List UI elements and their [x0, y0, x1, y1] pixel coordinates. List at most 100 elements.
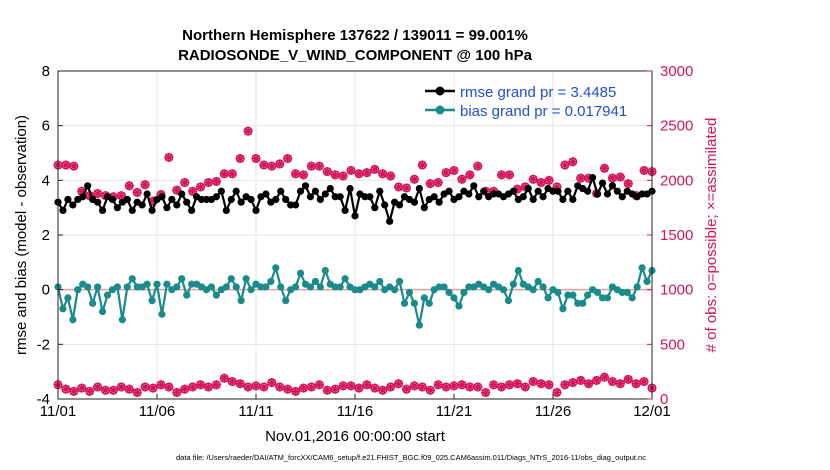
bias-point [633, 283, 641, 291]
bias-point [282, 297, 290, 305]
rmse-point [361, 193, 369, 201]
bias-point [296, 269, 305, 277]
obs-assimilated-bottom-marker [536, 379, 546, 389]
bias-point [118, 316, 126, 324]
bias-point [84, 283, 92, 291]
bias-point [262, 283, 270, 291]
obs-assimilated-bottom-marker [425, 385, 435, 395]
footnote: data file: /Users/raeder/DAI/ATM_forcXX/… [176, 453, 646, 462]
obs-assimilated-bottom-marker [259, 382, 269, 392]
bias-point [559, 305, 567, 313]
obs-assimilated-bottom-marker [275, 382, 285, 392]
bias-point [593, 288, 602, 296]
bias-point [391, 286, 399, 294]
obs-assimilated-marker [275, 159, 285, 169]
obs-assimilated-bottom-marker [164, 382, 174, 392]
bias-point [292, 283, 300, 291]
obs-assimilated-marker [164, 152, 174, 162]
bias-point [371, 283, 379, 291]
rmse-point [178, 190, 186, 198]
obs-assimilated-bottom-marker [116, 382, 126, 392]
rmse-point [188, 206, 196, 214]
rmse-point [316, 195, 324, 204]
obs-assimilated-marker [93, 188, 103, 198]
bias-point [272, 264, 280, 272]
obs-assimilated-marker [401, 183, 411, 193]
chart-title-line2: RADIOSONDE_V_WIND_COMPONENT @ 100 hPa [178, 47, 533, 64]
obs-assimilated-bottom-marker [417, 382, 427, 392]
rmse-point [371, 204, 379, 212]
obs-assimilated-bottom-marker [568, 378, 578, 388]
bias-point [74, 286, 82, 294]
bias-point [98, 307, 107, 316]
rmse-point [509, 187, 517, 195]
bias-point [158, 310, 166, 318]
rmse-point [336, 193, 344, 201]
rmse-point [593, 190, 602, 198]
rmse-point [480, 187, 488, 195]
obs-assimilated-bottom-marker [528, 377, 538, 387]
obs-assimilated-marker [346, 165, 356, 175]
bias-point [153, 280, 161, 288]
obs-assimilated-marker [536, 178, 546, 188]
obs-assimilated-marker [528, 174, 538, 184]
obs-assimilated-bottom-marker [132, 387, 142, 397]
obs-assimilated-marker [235, 153, 245, 163]
obs-assimilated-marker [196, 182, 206, 192]
obs-assimilated-bottom-marker [489, 380, 499, 390]
obs-assimilated-bottom-marker [599, 372, 609, 382]
obs-assimilated-bottom-marker [306, 382, 316, 392]
bias-point [133, 283, 141, 291]
y-left-tick-label: -4 [37, 391, 50, 408]
rmse-point [529, 195, 537, 204]
rmse-point [415, 184, 423, 193]
obs-assimilated-marker [267, 161, 277, 171]
obs-assimilated-marker [497, 170, 507, 180]
obs-assimilated-bottom-marker [101, 385, 111, 395]
bias-point [603, 294, 612, 302]
obs-assimilated-marker [243, 126, 253, 136]
y-right-tick-label: 1500 [660, 227, 693, 244]
rmse-point [158, 193, 166, 201]
y-left-tick-label: 6 [42, 118, 50, 135]
x-tick-label: 11/21 [436, 403, 472, 420]
bias-point [628, 294, 636, 302]
bias-point [574, 299, 582, 307]
rmse-point [262, 190, 270, 198]
obs-assimilated-marker [599, 163, 609, 173]
bias-point [351, 286, 359, 294]
obs-assimilated-bottom-marker [314, 380, 324, 390]
obs-assimilated-bottom-marker [512, 379, 522, 389]
rmse-point [183, 198, 191, 206]
bias-point [554, 288, 562, 296]
y-left-tick-label: 8 [42, 63, 50, 80]
rmse-point [227, 195, 235, 204]
obs-assimilated-bottom-marker [77, 383, 87, 393]
rmse-point [287, 201, 295, 209]
obs-assimilated-bottom-marker [401, 384, 411, 394]
rmse-point [232, 187, 240, 195]
obs-assimilated-marker [322, 167, 332, 177]
bias-point [336, 283, 344, 291]
bias-point [331, 283, 339, 291]
rmse-point [420, 204, 428, 212]
bias-point [316, 283, 324, 291]
obs-assimilated-bottom-marker [140, 382, 150, 392]
bias-point [148, 297, 156, 305]
obs-assimilated-marker [615, 172, 625, 182]
obs-assimilated-bottom-marker [108, 385, 118, 395]
rmse-point [539, 193, 547, 201]
bias-point [569, 291, 577, 299]
bias-point [143, 280, 151, 288]
bias-point [247, 286, 255, 294]
obs-assimilated-bottom-marker [552, 387, 562, 397]
obs-assimilated-bottom-marker [338, 381, 348, 391]
rmse-point [252, 206, 260, 214]
rmse-point [168, 195, 176, 204]
obs-assimilated-bottom-marker [235, 379, 245, 389]
obs-assimilated-bottom-marker [196, 380, 206, 390]
obs-assimilated-bottom-marker [322, 385, 332, 395]
y-right-tick-label: 2000 [660, 172, 693, 189]
rmse-point [430, 193, 438, 201]
bias-point [579, 299, 587, 307]
